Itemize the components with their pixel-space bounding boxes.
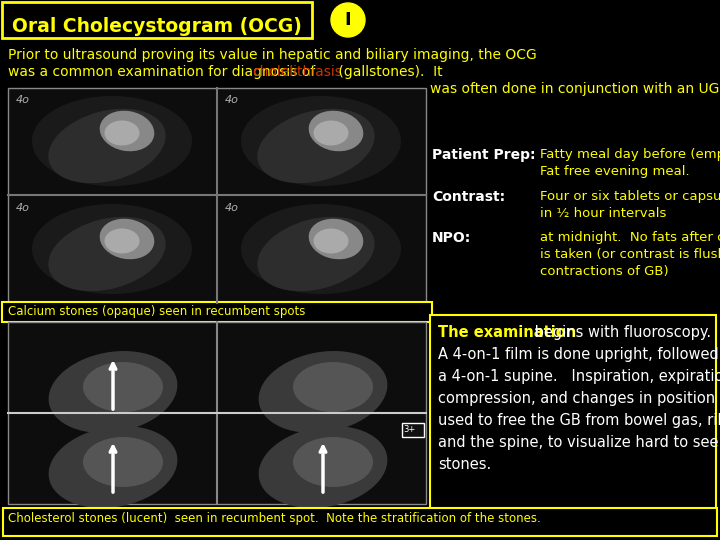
Text: 4o: 4o [225,203,239,213]
Text: Cholesterol stones (lucent)  seen in recumbent spot.  Note the stratification of: Cholesterol stones (lucent) seen in recu… [8,512,541,525]
Text: 4o: 4o [16,203,30,213]
Ellipse shape [104,120,140,145]
Ellipse shape [309,219,364,259]
Ellipse shape [313,228,348,253]
Text: cholelithiasis: cholelithiasis [253,65,342,79]
Text: is taken (or contrast is flushed from: is taken (or contrast is flushed from [540,248,720,261]
Text: was often done in conjunction with an UGI: was often done in conjunction with an UG… [430,82,720,96]
Ellipse shape [293,362,373,412]
Text: Four or six tablets or capsules taken: Four or six tablets or capsules taken [540,190,720,203]
Ellipse shape [32,96,192,186]
Bar [3,508,717,536]
Ellipse shape [104,228,140,253]
Ellipse shape [48,109,166,183]
Text: contractions of GB): contractions of GB) [540,265,669,278]
Text: 4o: 4o [16,95,30,105]
Ellipse shape [258,426,387,508]
Ellipse shape [241,96,401,186]
Text: in ½ hour intervals: in ½ hour intervals [540,207,667,220]
Text: at midnight.  No fats after contrast: at midnight. No fats after contrast [540,231,720,244]
Text: used to free the GB from bowel gas, ribs,: used to free the GB from bowel gas, ribs… [438,413,720,428]
Ellipse shape [293,437,373,487]
Text: Fatty meal day before (empties GB).: Fatty meal day before (empties GB). [540,148,720,161]
Text: Contrast:: Contrast: [432,190,505,204]
Text: The examination: The examination [438,325,576,340]
Ellipse shape [257,217,374,291]
Ellipse shape [48,217,166,291]
FancyBboxPatch shape [2,302,432,322]
Ellipse shape [309,111,364,151]
Text: 3+: 3+ [403,425,415,434]
Ellipse shape [313,120,348,145]
Text: a 4-on-1 supine.   Inspiration, expiration,: a 4-on-1 supine. Inspiration, expiration… [438,369,720,384]
Text: Oral Cholecystogram (OCG): Oral Cholecystogram (OCG) [12,17,302,36]
Text: A 4-on-1 film is done upright, followed by: A 4-on-1 film is done upright, followed … [438,347,720,362]
Text: 4o: 4o [225,95,239,105]
Text: Prior to ultrasound proving its value in hepatic and biliary imaging, the OCG: Prior to ultrasound proving its value in… [8,48,536,62]
FancyBboxPatch shape [430,315,716,509]
Ellipse shape [83,362,163,412]
Text: Patient Prep:: Patient Prep: [432,148,536,162]
Bar [402,423,424,437]
Text: stones.: stones. [438,457,491,472]
Ellipse shape [83,437,163,487]
Text: begins with fluoroscopy.: begins with fluoroscopy. [530,325,711,340]
Ellipse shape [49,351,177,433]
Text: NPO:: NPO: [432,231,472,245]
Text: was a common examination for diagnosis of: was a common examination for diagnosis o… [8,65,320,79]
Text: Calcium stones (opaque) seen in recumbent spots: Calcium stones (opaque) seen in recumben… [8,305,305,318]
Ellipse shape [257,109,374,183]
Ellipse shape [49,426,177,508]
Text: (gallstones).  It: (gallstones). It [334,65,443,79]
Text: Fat free evening meal.: Fat free evening meal. [540,165,690,178]
Bar [8,322,426,504]
FancyBboxPatch shape [2,2,312,38]
Text: I: I [345,11,351,29]
Bar [8,88,426,303]
Circle shape [331,3,365,37]
Ellipse shape [32,204,192,294]
Ellipse shape [258,351,387,433]
Text: and the spine, to visualize hard to see: and the spine, to visualize hard to see [438,435,719,450]
Ellipse shape [241,204,401,294]
Ellipse shape [99,219,154,259]
Text: compression, and changes in position are: compression, and changes in position are [438,391,720,406]
Ellipse shape [99,111,154,151]
